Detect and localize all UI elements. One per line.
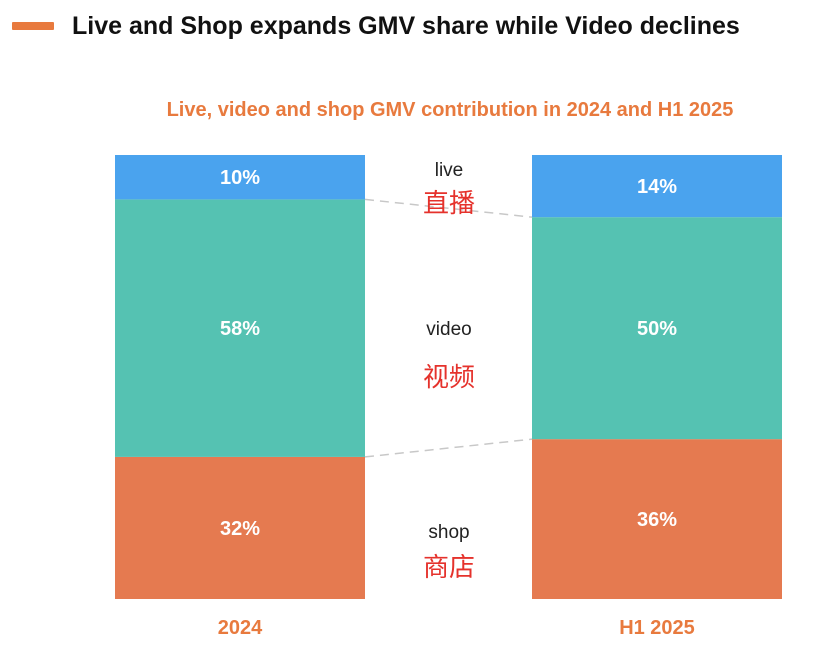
bar-segment-video-0 bbox=[115, 199, 365, 457]
category-label-1: H1 2025 bbox=[619, 617, 695, 639]
headline: Live and Shop expands GMV share while Vi… bbox=[12, 8, 740, 44]
legend-label-video: video bbox=[426, 319, 471, 340]
headline-marker bbox=[12, 22, 54, 30]
bars: 32% 58% 10% 36% 50% 14% bbox=[115, 155, 782, 599]
data-label-video-1: 50% bbox=[637, 318, 677, 340]
legend-label-zh-shop: 商店 bbox=[423, 553, 475, 583]
bar-segment-live-0 bbox=[115, 155, 365, 200]
legend-label-zh-video: 视频 bbox=[423, 363, 475, 393]
legend-label-shop: shop bbox=[428, 522, 469, 543]
bar-segment-live-1 bbox=[532, 155, 782, 218]
data-label-live-0: 10% bbox=[220, 167, 260, 189]
chart-title: Live, video and shop GMV contribution in… bbox=[167, 99, 734, 121]
bar-segment-shop-0 bbox=[115, 456, 365, 599]
category-label-0: 2024 bbox=[218, 617, 263, 639]
bar-segment-shop-1 bbox=[532, 439, 782, 599]
data-label-video-0: 58% bbox=[220, 318, 260, 340]
legend-label-live: live bbox=[435, 160, 464, 181]
legend-label-zh-live: 直播 bbox=[423, 189, 475, 219]
bar-segment-video-1 bbox=[532, 217, 782, 440]
legend: shop 商店 video 视频 live 直播 bbox=[423, 160, 475, 583]
data-label-live-1: 14% bbox=[637, 176, 677, 198]
data-label-shop-0: 32% bbox=[220, 518, 260, 540]
connector-line-1 bbox=[364, 198, 533, 218]
headline-text: Live and Shop expands GMV share while Vi… bbox=[72, 11, 740, 40]
connector-lines bbox=[364, 198, 533, 458]
connector-line-0 bbox=[364, 438, 533, 458]
category-labels: 2024 H1 2025 bbox=[218, 617, 695, 639]
data-label-shop-1: 36% bbox=[637, 509, 677, 531]
